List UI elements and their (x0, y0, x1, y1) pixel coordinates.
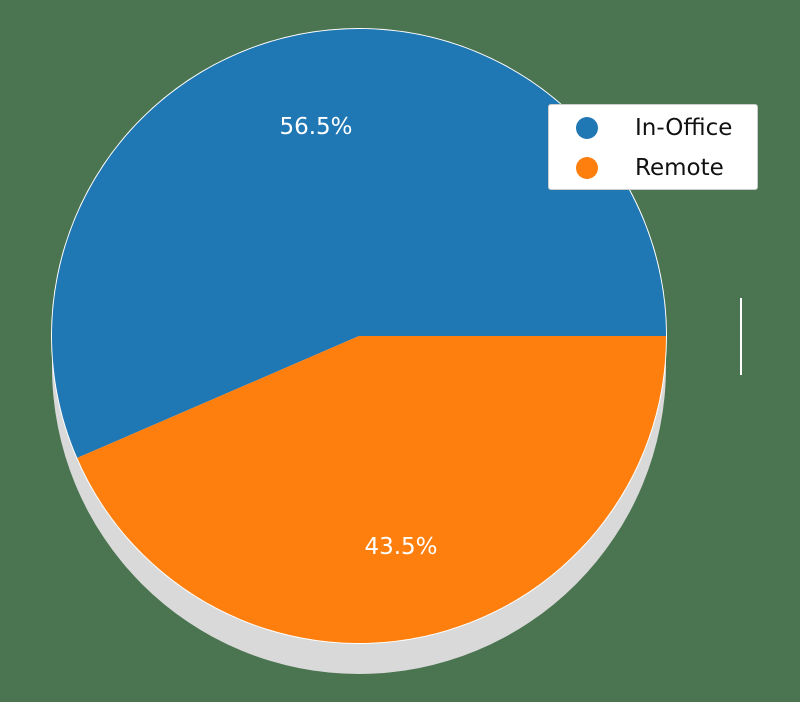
pie-slice-remote (77, 336, 666, 643)
axis-line-artifact (740, 298, 742, 375)
legend-label: In-Office (635, 115, 733, 141)
slice-label-remote: 43.5% (364, 534, 437, 560)
legend-marker-circle-icon (576, 157, 598, 179)
pie-slice-in-office (51, 29, 666, 458)
legend: In-Office Remote (548, 104, 758, 190)
legend-label: Remote (635, 155, 724, 181)
legend-marker-circle-icon (576, 117, 598, 139)
slice-label-in-office: 56.5% (279, 114, 352, 140)
